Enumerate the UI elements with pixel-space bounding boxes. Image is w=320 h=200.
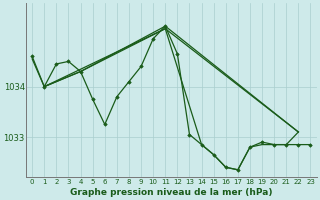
X-axis label: Graphe pression niveau de la mer (hPa): Graphe pression niveau de la mer (hPa) [70, 188, 273, 197]
